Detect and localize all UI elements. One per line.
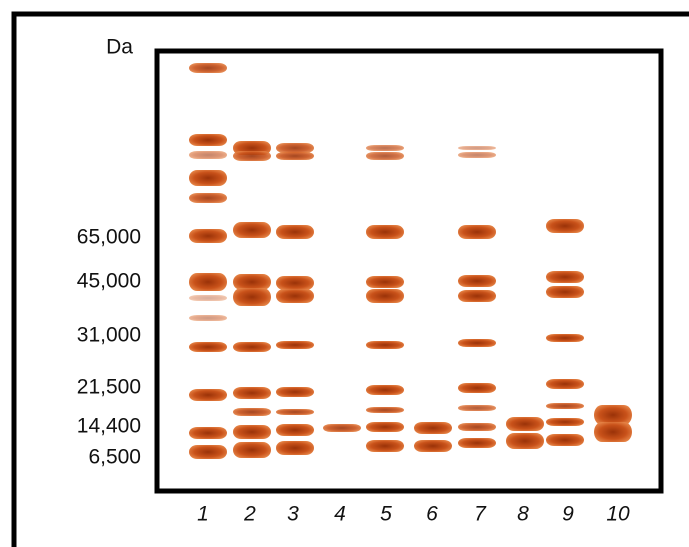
band — [276, 424, 314, 436]
band — [366, 422, 404, 432]
band — [506, 417, 544, 431]
lane-label: 1 — [197, 503, 209, 526]
band — [233, 342, 271, 352]
band — [233, 408, 271, 416]
band — [458, 405, 496, 411]
band — [276, 143, 314, 153]
band — [458, 438, 496, 448]
band — [276, 225, 314, 239]
band — [233, 288, 271, 306]
band — [458, 275, 496, 287]
band — [546, 418, 584, 426]
band — [276, 289, 314, 303]
band — [189, 445, 227, 459]
marker-label: 31,000 — [77, 324, 141, 347]
band — [366, 440, 404, 452]
band — [189, 229, 227, 243]
band — [276, 276, 314, 290]
band — [594, 422, 632, 442]
band — [233, 151, 271, 161]
band — [546, 379, 584, 389]
lane-label: 5 — [380, 503, 392, 526]
band — [458, 225, 496, 239]
band — [458, 383, 496, 393]
band — [546, 434, 584, 446]
band — [366, 225, 404, 239]
band — [458, 339, 496, 347]
band — [594, 405, 632, 425]
band — [366, 152, 404, 160]
marker-label: 45,000 — [77, 270, 141, 293]
lane-label: 7 — [474, 503, 487, 526]
unit-label: Da — [106, 36, 133, 59]
band — [546, 286, 584, 298]
band — [366, 289, 404, 303]
band — [546, 271, 584, 283]
labels: 65,000 45,000 31,000 21,500 14,400 6,500 1 2 3 4 5… — [77, 226, 630, 526]
band — [458, 423, 496, 431]
band — [366, 385, 404, 395]
band — [414, 422, 452, 434]
band — [189, 427, 227, 439]
band — [189, 170, 227, 186]
bands — [189, 63, 632, 459]
band — [546, 403, 584, 409]
band — [546, 334, 584, 342]
lane-label: 8 — [517, 503, 529, 526]
band — [189, 273, 227, 291]
lane-label: 2 — [243, 503, 256, 526]
band — [189, 193, 227, 203]
band — [189, 295, 227, 301]
band — [189, 315, 227, 321]
band — [276, 341, 314, 349]
gel-box — [154, 48, 664, 494]
band — [189, 134, 227, 146]
band — [458, 146, 496, 150]
marker-label: 14,400 — [77, 415, 141, 438]
band — [233, 425, 271, 439]
band — [189, 151, 227, 159]
band — [276, 152, 314, 160]
band — [276, 387, 314, 397]
band — [189, 342, 227, 352]
band — [233, 387, 271, 399]
band — [276, 441, 314, 455]
marker-label: 6,500 — [88, 446, 141, 469]
band — [506, 433, 544, 449]
lane-label: 10 — [606, 503, 630, 526]
marker-label: 65,000 — [77, 226, 141, 249]
marker-label: 21,500 — [77, 376, 141, 399]
band — [276, 409, 314, 415]
band — [366, 145, 404, 151]
band — [366, 276, 404, 288]
band — [458, 290, 496, 302]
band — [458, 152, 496, 158]
lane-label: 4 — [334, 503, 346, 526]
band — [366, 341, 404, 349]
lane-label: 3 — [287, 503, 299, 526]
band — [414, 440, 452, 452]
lane-label: 6 — [426, 503, 438, 526]
band — [233, 274, 271, 290]
band — [366, 407, 404, 413]
lane-label: 9 — [562, 503, 574, 526]
band — [189, 63, 227, 73]
band — [189, 389, 227, 401]
band — [233, 442, 271, 458]
band — [323, 424, 361, 432]
outer-frame — [11, 11, 689, 547]
band — [233, 222, 271, 238]
band — [546, 219, 584, 233]
